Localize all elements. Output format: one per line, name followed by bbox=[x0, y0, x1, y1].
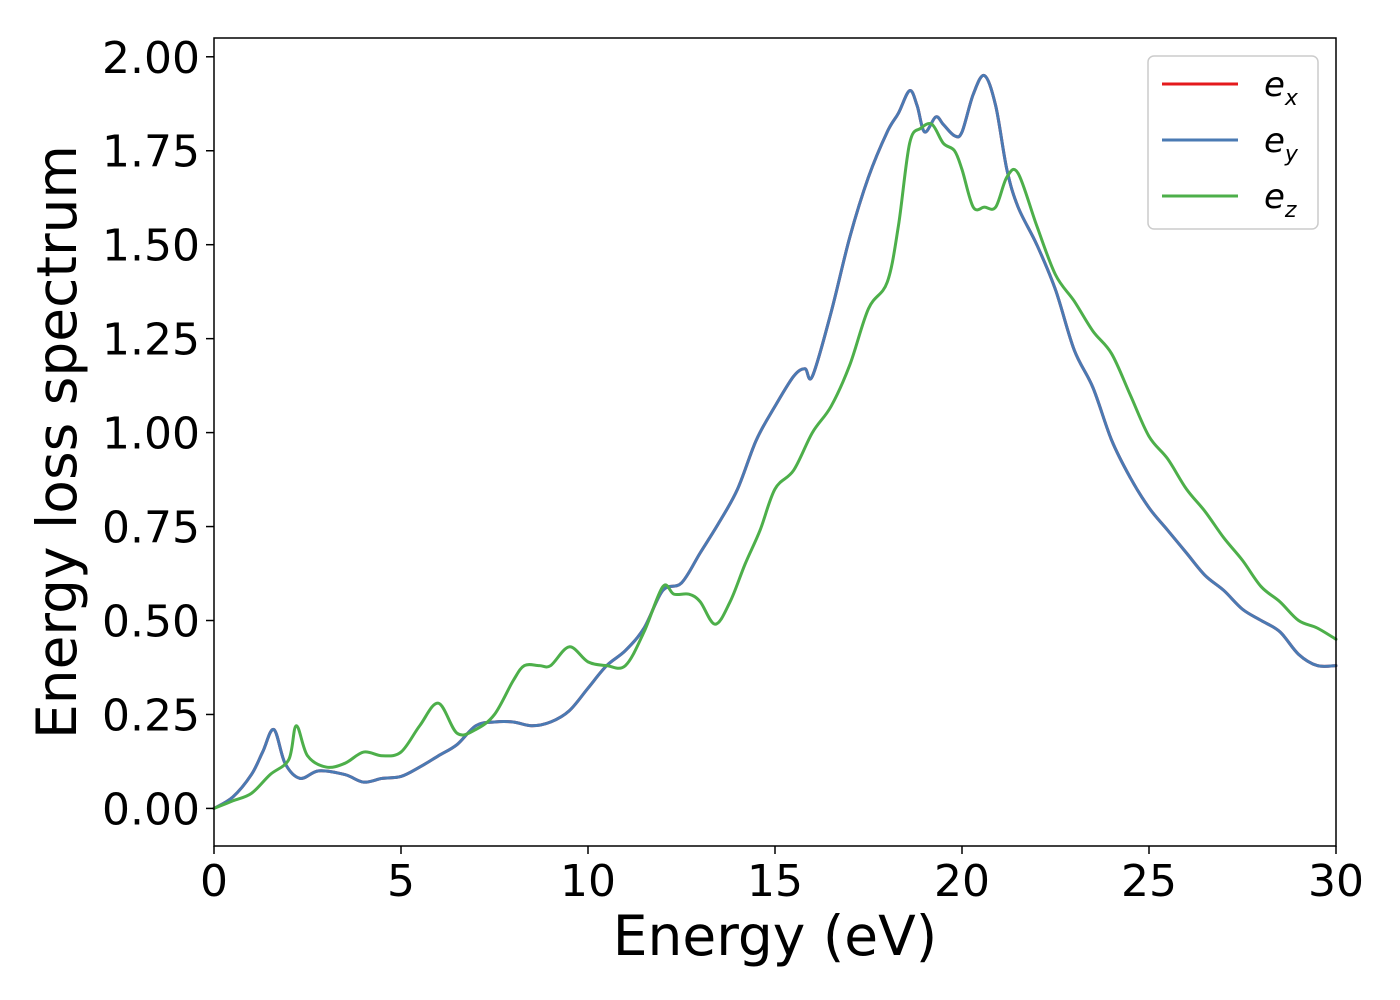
legend-box bbox=[1147, 55, 1319, 230]
x-axis-ticks: 0 5 10 15 20 25 30 bbox=[200, 846, 1364, 907]
series-line-y bbox=[212, 73, 1338, 810]
series-layer bbox=[212, 73, 1338, 810]
y-tick-label: 0.50 bbox=[102, 597, 200, 648]
x-tick-label: 5 bbox=[387, 856, 415, 907]
x-tick-label: 25 bbox=[1121, 856, 1177, 907]
x-tick-label: 30 bbox=[1308, 856, 1364, 907]
legend-label-z: ez bbox=[1264, 177, 1297, 223]
y-tick-label: 1.00 bbox=[102, 409, 200, 460]
y-tick-label: 1.75 bbox=[102, 127, 200, 178]
x-tick-label: 0 bbox=[200, 856, 228, 907]
x-tick-label: 15 bbox=[747, 856, 803, 907]
x-tick-label: 10 bbox=[560, 856, 616, 907]
x-axis-title: Energy (eV) bbox=[613, 904, 937, 968]
legend: ex ey ez bbox=[1147, 55, 1319, 230]
series-line-z bbox=[212, 122, 1338, 810]
y-tick-label: 2.00 bbox=[102, 33, 200, 84]
legend-label-x: ex bbox=[1264, 65, 1299, 111]
y-tick-label: 0.25 bbox=[102, 690, 200, 741]
y-tick-label: 0.00 bbox=[102, 784, 200, 835]
x-tick-label: 20 bbox=[934, 856, 990, 907]
y-tick-label: 0.75 bbox=[102, 503, 200, 554]
y-tick-label: 1.50 bbox=[102, 221, 200, 272]
y-tick-label: 1.25 bbox=[102, 315, 200, 366]
legend-label-y: ey bbox=[1264, 121, 1299, 167]
y-axis-ticks: 0.00 0.25 0.50 0.75 1.00 1.25 1.50 1.75 2.00 bbox=[102, 33, 214, 835]
y-axis-title: Energy loss spectrum bbox=[25, 145, 89, 739]
